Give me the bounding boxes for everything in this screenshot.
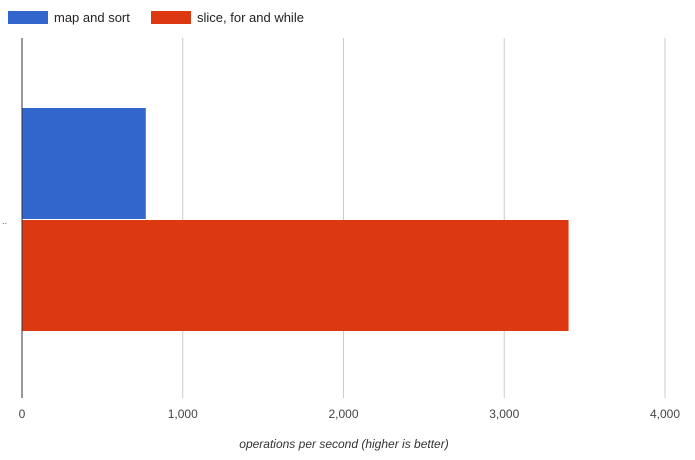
- legend-swatch-slice-for-and-while: [151, 11, 191, 24]
- x-tick-label: 4,000: [650, 407, 680, 421]
- legend-label-slice-for-and-while: slice, for and while: [197, 10, 304, 25]
- bar-slice-for-and-while: [22, 220, 569, 331]
- x-tick-labels: 0 1,000 2,000 3,000 4,000: [19, 407, 681, 421]
- bar-map-and-sort: [22, 108, 146, 219]
- legend: map and sort slice, for and while: [8, 10, 304, 25]
- x-axis-title: operations per second (higher is better): [239, 437, 448, 451]
- legend-label-map-and-sort: map and sort: [54, 10, 130, 25]
- category-label: ..: [2, 216, 7, 226]
- x-tick-label: 0: [19, 407, 26, 421]
- x-tick-label: 2,000: [328, 407, 358, 421]
- legend-swatch-map-and-sort: [8, 11, 48, 24]
- x-tick-label: 3,000: [489, 407, 519, 421]
- bars: [22, 108, 569, 331]
- x-tick-label: 1,000: [168, 407, 198, 421]
- gridlines: [182, 38, 666, 398]
